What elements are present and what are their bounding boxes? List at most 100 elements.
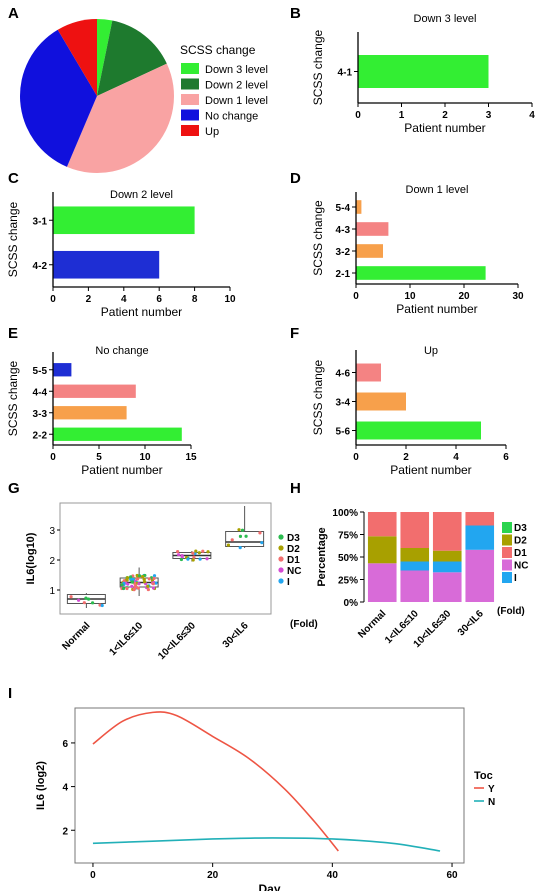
data-point [230, 538, 234, 542]
y-tick-label: 4-3 [336, 225, 351, 236]
pie-legend-swatch-2 [181, 94, 199, 105]
y-tick-label: 4 [62, 783, 68, 794]
data-point [120, 583, 124, 587]
bar-2-2 [53, 427, 182, 441]
panel-letter-i: I [8, 685, 12, 702]
y-tick-label: 5-6 [336, 427, 351, 438]
chart-title: Down 1 level [406, 184, 469, 196]
x-tick-label: 8 [192, 294, 198, 305]
bar-segment-nc [400, 570, 430, 602]
x-tick-label: 30<IL6 [221, 620, 251, 650]
pie-legend-swatch-0 [181, 63, 199, 74]
bar-4-1 [358, 55, 489, 88]
bar-segment-d1 [465, 512, 495, 526]
data-point [154, 581, 158, 585]
y-tick-label: 3 [49, 526, 55, 537]
data-point [226, 543, 231, 547]
data-point [136, 586, 140, 590]
legend-label: D2 [287, 544, 300, 555]
bar-4-4 [53, 384, 136, 398]
x-tick-label: 5 [96, 452, 102, 463]
data-point [201, 549, 205, 553]
x-tick-label: 30<IL6 [456, 608, 486, 638]
y-axis-label: IL6(log10) [25, 532, 37, 584]
bar-segment-d1 [432, 512, 462, 551]
pie-slice-4 [57, 19, 97, 96]
bar-2-1 [356, 266, 486, 280]
data-point [205, 557, 209, 561]
legend-label: D2 [514, 536, 527, 547]
chart-title: No change [95, 345, 148, 357]
bar-4-6 [356, 363, 381, 382]
data-point [238, 534, 243, 538]
panel-letter-d: D [290, 170, 301, 187]
y-tick-label: 3-3 [33, 409, 48, 420]
y-tick-label: 3-4 [336, 398, 351, 409]
y-tick-label: 75% [338, 531, 358, 542]
data-point [100, 603, 104, 608]
legend-label: NC [287, 566, 301, 577]
bar-3-3 [53, 406, 127, 420]
data-point [147, 577, 151, 581]
legend-label: D3 [514, 523, 527, 534]
data-point [138, 574, 142, 578]
legend-swatch-d3 [502, 522, 512, 533]
data-point [84, 596, 88, 600]
legend-swatch-d1 [502, 547, 512, 558]
pie-chart [19, 19, 174, 173]
pie-slice-0 [97, 19, 113, 96]
legend-label: Y [488, 784, 495, 795]
x-tick-label: 40 [327, 870, 339, 881]
bar-segment-d2 [400, 548, 430, 562]
x-tick-label: 2 [442, 110, 448, 121]
legend-swatch-i [502, 572, 512, 583]
panel-letter-c: C [8, 170, 19, 187]
x-tick-label: 3 [486, 110, 492, 121]
x-tick-label: 10 [224, 294, 236, 305]
line-chart: 0 20 40 60 2 4 6 Day IL6 (log2) Toc YN [35, 707, 495, 891]
y-tick-label: 4-2 [33, 261, 48, 272]
x-tick-label: 0 [50, 294, 56, 305]
x-tick-label: 20 [458, 291, 470, 302]
bar-segment-d1 [367, 512, 397, 537]
legend-swatch-d2 [502, 534, 512, 546]
data-point [146, 584, 150, 588]
unit-label: (Fold) [290, 619, 318, 630]
x-tick-label: Normal [60, 620, 92, 652]
y-tick-label: 5-4 [336, 203, 351, 214]
x-axis-label: Patient number [81, 463, 162, 477]
data-point [198, 557, 202, 561]
data-point [82, 601, 86, 605]
data-point [122, 579, 126, 583]
panel-letter-f: F [290, 325, 299, 342]
bar-3-2 [356, 244, 383, 258]
legend-label: I [514, 573, 517, 584]
x-tick-label: 10 [139, 452, 151, 463]
data-point [244, 534, 248, 538]
x-tick-label: 2 [403, 452, 409, 463]
legend-label: I [287, 577, 290, 588]
data-point [86, 597, 91, 601]
panel-letter-b: B [290, 5, 301, 22]
legend-swatch-nc [502, 559, 512, 571]
x-tick-label: 10 [404, 291, 416, 302]
data-point [90, 601, 95, 605]
x-tick-label: 0 [90, 870, 96, 881]
legend-dot-nc [278, 567, 284, 573]
y-axis-label: IL6 (log2) [35, 761, 47, 810]
x-axis-label: Patient number [101, 305, 182, 319]
x-tick-label: 0 [50, 452, 56, 463]
bar-segment-d2 [432, 550, 462, 562]
y-tick-label: 3-1 [33, 216, 48, 227]
chart-title: Down 2 level [110, 189, 173, 201]
x-tick-label: 4 [529, 110, 535, 121]
data-point [237, 528, 241, 532]
data-point [186, 557, 190, 561]
data-point [258, 531, 262, 535]
pie-legend-title: SCSS change [180, 43, 256, 57]
x-tick-label: 30 [512, 291, 524, 302]
data-point [176, 550, 180, 554]
y-tick-label: 4-4 [33, 387, 48, 398]
